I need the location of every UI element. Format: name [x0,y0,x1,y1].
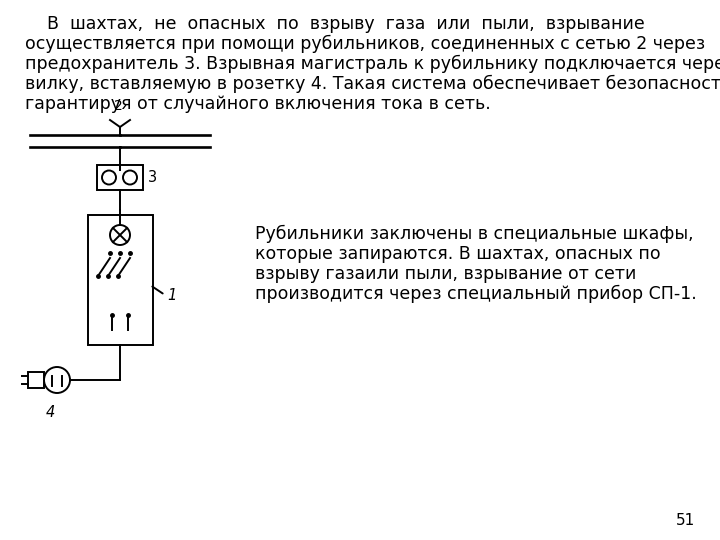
Text: производится через специальный прибор СП-1.: производится через специальный прибор СП… [255,285,697,303]
Text: 1: 1 [167,288,176,303]
Text: 51: 51 [676,513,695,528]
Text: гарантируя от случайного включения тока в сеть.: гарантируя от случайного включения тока … [25,95,491,113]
Text: предохранитель 3. Взрывная магистраль к рубильнику подключается через: предохранитель 3. Взрывная магистраль к … [25,55,720,73]
Text: 3: 3 [148,170,157,185]
Text: которые запираются. В шахтах, опасных по: которые запираются. В шахтах, опасных по [255,245,661,263]
Text: В  шахтах,  не  опасных  по  взрыву  газа  или  пыли,  взрывание: В шахтах, не опасных по взрыву газа или … [25,15,644,33]
Circle shape [102,171,116,185]
Text: 2: 2 [114,99,122,113]
Circle shape [44,367,70,393]
Bar [97,165,143,190]
Text: вилку, вставляемую в розетку 4. Такая система обеспечивает безопасность,: вилку, вставляемую в розетку 4. Такая си… [25,75,720,93]
Bar [28,372,44,388]
Text: осуществляется при помощи рубильников, соединенных с сетью 2 через: осуществляется при помощи рубильников, с… [25,35,705,53]
Text: Рубильники заключены в специальные шкафы,: Рубильники заключены в специальные шкафы… [255,225,693,243]
Circle shape [123,171,137,185]
Circle shape [110,225,130,245]
Bar [88,215,153,345]
Text: 4: 4 [45,405,55,420]
Text: взрыву газаили пыли, взрывание от сети: взрыву газаили пыли, взрывание от сети [255,265,636,283]
